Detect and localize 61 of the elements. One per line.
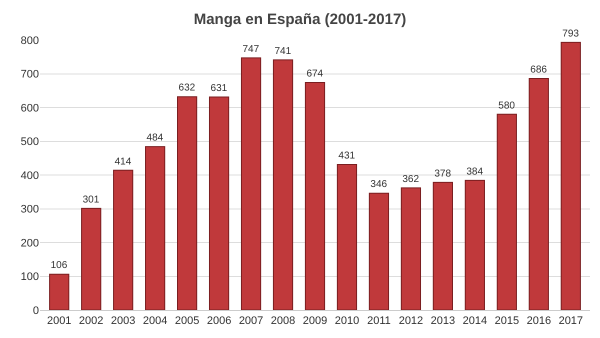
data-label: 580 [498,100,516,112]
x-tick-label: 2002 [78,315,104,328]
data-label: 301 [82,194,100,206]
y-tick-label: 700 [20,68,39,81]
data-label: 362 [402,174,420,185]
x-tick-label: 2009 [302,315,328,328]
x-tick-label: 2016 [526,315,552,328]
y-tick-label: 200 [20,237,39,250]
y-tick-label: 800 [20,34,39,47]
data-label: 674 [306,68,324,80]
bar [145,146,166,310]
data-label: 378 [434,168,452,180]
x-tick-label: 2014 [462,315,488,328]
y-tick-label: 0 [32,304,39,317]
chart-title: Manga en España (2001-2017) [194,11,406,28]
data-label: 686 [530,64,548,76]
y-tick-label: 100 [20,271,39,284]
x-tick-label: 2013 [430,315,456,328]
y-tick-label: 300 [20,204,39,216]
bar [336,164,358,310]
x-tick-label: 2006 [206,315,232,328]
bar [560,42,581,310]
y-tick-label: 400 [20,170,39,182]
bar [368,192,390,310]
data-label: 631 [210,83,228,94]
bar [177,96,198,310]
data-label: 747 [242,44,260,55]
x-tick-label: 2015 [494,315,520,328]
x-tick-label: 2004 [142,315,168,328]
bar [113,170,134,310]
data-label: 431 [338,150,356,162]
data-label: 414 [114,156,132,168]
bar [304,82,326,310]
bar [400,187,422,310]
x-tick-label: 2007 [238,315,264,328]
data-label: 793 [562,28,580,40]
x-tick-label: 2005 [174,315,200,328]
data-label: 741 [274,46,292,57]
data-label: 484 [146,132,164,144]
y-tick-label: 600 [20,102,39,114]
y-tick-label: 500 [20,136,39,148]
x-tick-label: 2012 [398,315,424,328]
bar [496,114,517,310]
x-tick-label: 2017 [558,315,584,328]
x-tick-label: 2011 [367,315,391,328]
bar [464,180,485,310]
data-label: 106 [50,260,68,272]
x-tick-label: 2001 [46,315,72,328]
x-tick-label: 2008 [270,315,296,328]
data-label: 632 [178,82,196,94]
bar [272,59,294,310]
bar [432,182,453,310]
bar [240,57,262,310]
bar [208,96,230,310]
bar [49,274,70,310]
x-tick-label: 2010 [334,315,360,328]
bar [528,78,549,310]
data-label: 346 [370,179,388,190]
data-label: 384 [466,166,484,178]
x-tick-label: 2003 [110,315,136,328]
bar [81,208,102,310]
